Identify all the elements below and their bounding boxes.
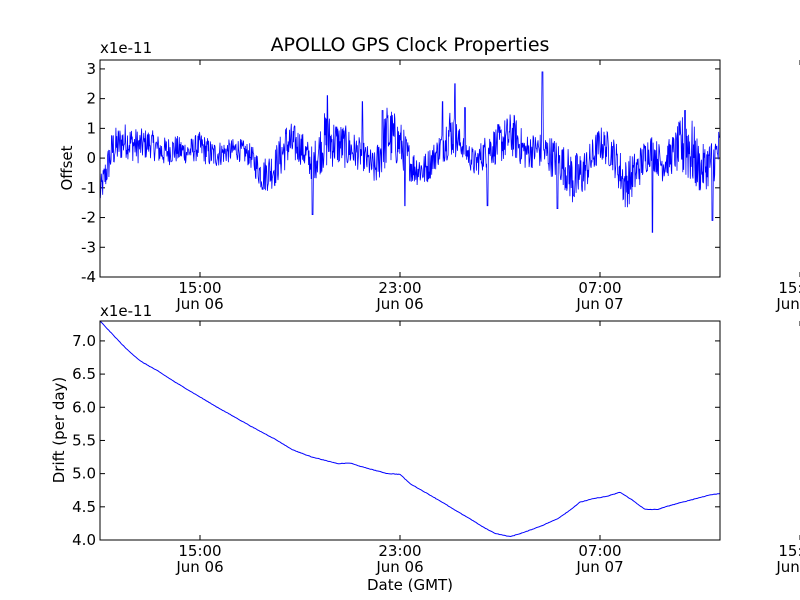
offset-series-line xyxy=(100,71,720,233)
drift-xtick-time-label: 07:00 xyxy=(578,542,621,560)
drift-axes: x1e-11 Drift (per day) 4.0 4.5 5.0 5.5 6.0 6.… xyxy=(50,302,800,594)
drift-ytick-label: 4.0 xyxy=(72,531,96,549)
offset-ytick-label: 1 xyxy=(86,119,96,137)
drift-xtick-date-label: Jun 06 xyxy=(175,558,223,576)
offset-xtick-time-label: 15:00 xyxy=(178,279,221,297)
offset-xtick-date-label: Jun 07 xyxy=(575,295,623,313)
offset-y-axis-label: Offset xyxy=(58,145,76,190)
drift-xtick-date-label: Jun 07 xyxy=(775,558,800,576)
offset-ytick-label: 2 xyxy=(86,90,96,108)
offset-ytick-label: 3 xyxy=(86,60,96,78)
drift-xtick-date-label: Jun 07 xyxy=(575,558,623,576)
chart-title: APOLLO GPS Clock Properties xyxy=(271,34,550,56)
drift-plot-frame xyxy=(99,320,721,541)
offset-xtick-date-label: Jun 07 xyxy=(775,295,800,313)
offset-ytick-label: 0 xyxy=(86,149,96,167)
drift-xtick-time-label: 23:00 xyxy=(378,542,421,560)
offset-xtick-time-label: 07:00 xyxy=(578,279,621,297)
offset-xtick-date-label: Jun 06 xyxy=(375,295,423,313)
drift-xtick-time-label: 15:00 xyxy=(778,542,800,560)
drift-ytick-label: 6.0 xyxy=(72,398,96,416)
drift-ytick-label: 6.5 xyxy=(72,365,96,383)
offset-xtick-time-label: 15:00 xyxy=(778,279,800,297)
drift-scale-label: x1e-11 xyxy=(100,302,152,320)
offset-series-group xyxy=(100,71,720,233)
drift-ytick-label: 7.0 xyxy=(72,332,96,350)
offset-ytick-label: -2 xyxy=(81,209,96,227)
offset-ytick-label: -3 xyxy=(81,238,96,256)
drift-y-axis-label: Drift (per day) xyxy=(50,377,68,484)
offset-xtick-time-label: 23:00 xyxy=(378,279,421,297)
offset-scale-label: x1e-11 xyxy=(100,39,152,57)
drift-x-axis-label: Date (GMT) xyxy=(367,576,453,594)
drift-series-group xyxy=(100,321,720,538)
drift-xtick-date-label: Jun 06 xyxy=(375,558,423,576)
drift-ytick-label: 4.5 xyxy=(72,498,96,516)
offset-xtick-date-label: Jun 06 xyxy=(175,295,223,313)
drift-series-line xyxy=(100,321,720,538)
drift-xtick-time-label: 15:00 xyxy=(178,542,221,560)
offset-ytick-label: -4 xyxy=(81,268,96,286)
offset-ytick-label: -1 xyxy=(81,179,96,197)
drift-ytick-label: 5.5 xyxy=(72,431,96,449)
offset-plot-frame xyxy=(99,59,721,278)
drift-ytick-label: 5.0 xyxy=(72,465,96,483)
